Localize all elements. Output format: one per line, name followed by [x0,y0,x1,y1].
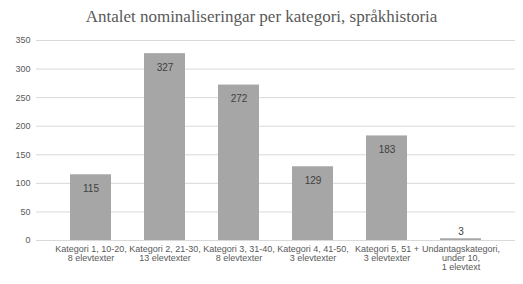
svg-text:150: 150 [15,150,30,160]
svg-text:0: 0 [25,235,30,245]
svg-text:300: 300 [15,64,30,74]
svg-text:250: 250 [15,93,30,103]
svg-text:183: 183 [379,144,396,155]
svg-text:100: 100 [15,178,30,188]
svg-text:Kategori 1, 10-20,8 elevtexter: Kategori 1, 10-20,8 elevtexter [55,244,127,263]
svg-text:Undantagskategori,under 10,1 e: Undantagskategori,under 10,1 elevtext [422,244,500,272]
svg-text:350: 350 [15,35,30,45]
svg-text:Kategori 3, 31-40,8 elevtexter: Kategori 3, 31-40,8 elevtexter [203,244,275,263]
svg-text:327: 327 [157,62,174,73]
svg-text:Kategori 5, 51 +3 elevtexter: Kategori 5, 51 +3 elevtexter [355,244,419,263]
svg-text:272: 272 [231,93,248,104]
html-text:Antalet nominaliseringar per k: Antalet nominaliseringar per kategori, s… [85,7,438,26]
svg-text:115: 115 [83,183,99,194]
svg-text:200: 200 [15,121,30,131]
svg-text:3: 3 [458,226,464,237]
svg-text:129: 129 [305,175,322,186]
svg-text:Kategori 4, 41-50,3 elevtexter: Kategori 4, 41-50,3 elevtexter [277,244,349,263]
svg-text:50: 50 [20,207,30,217]
svg-text:Kategori 2, 21-30,13 elevtexte: Kategori 2, 21-30,13 elevtexter [129,244,201,263]
